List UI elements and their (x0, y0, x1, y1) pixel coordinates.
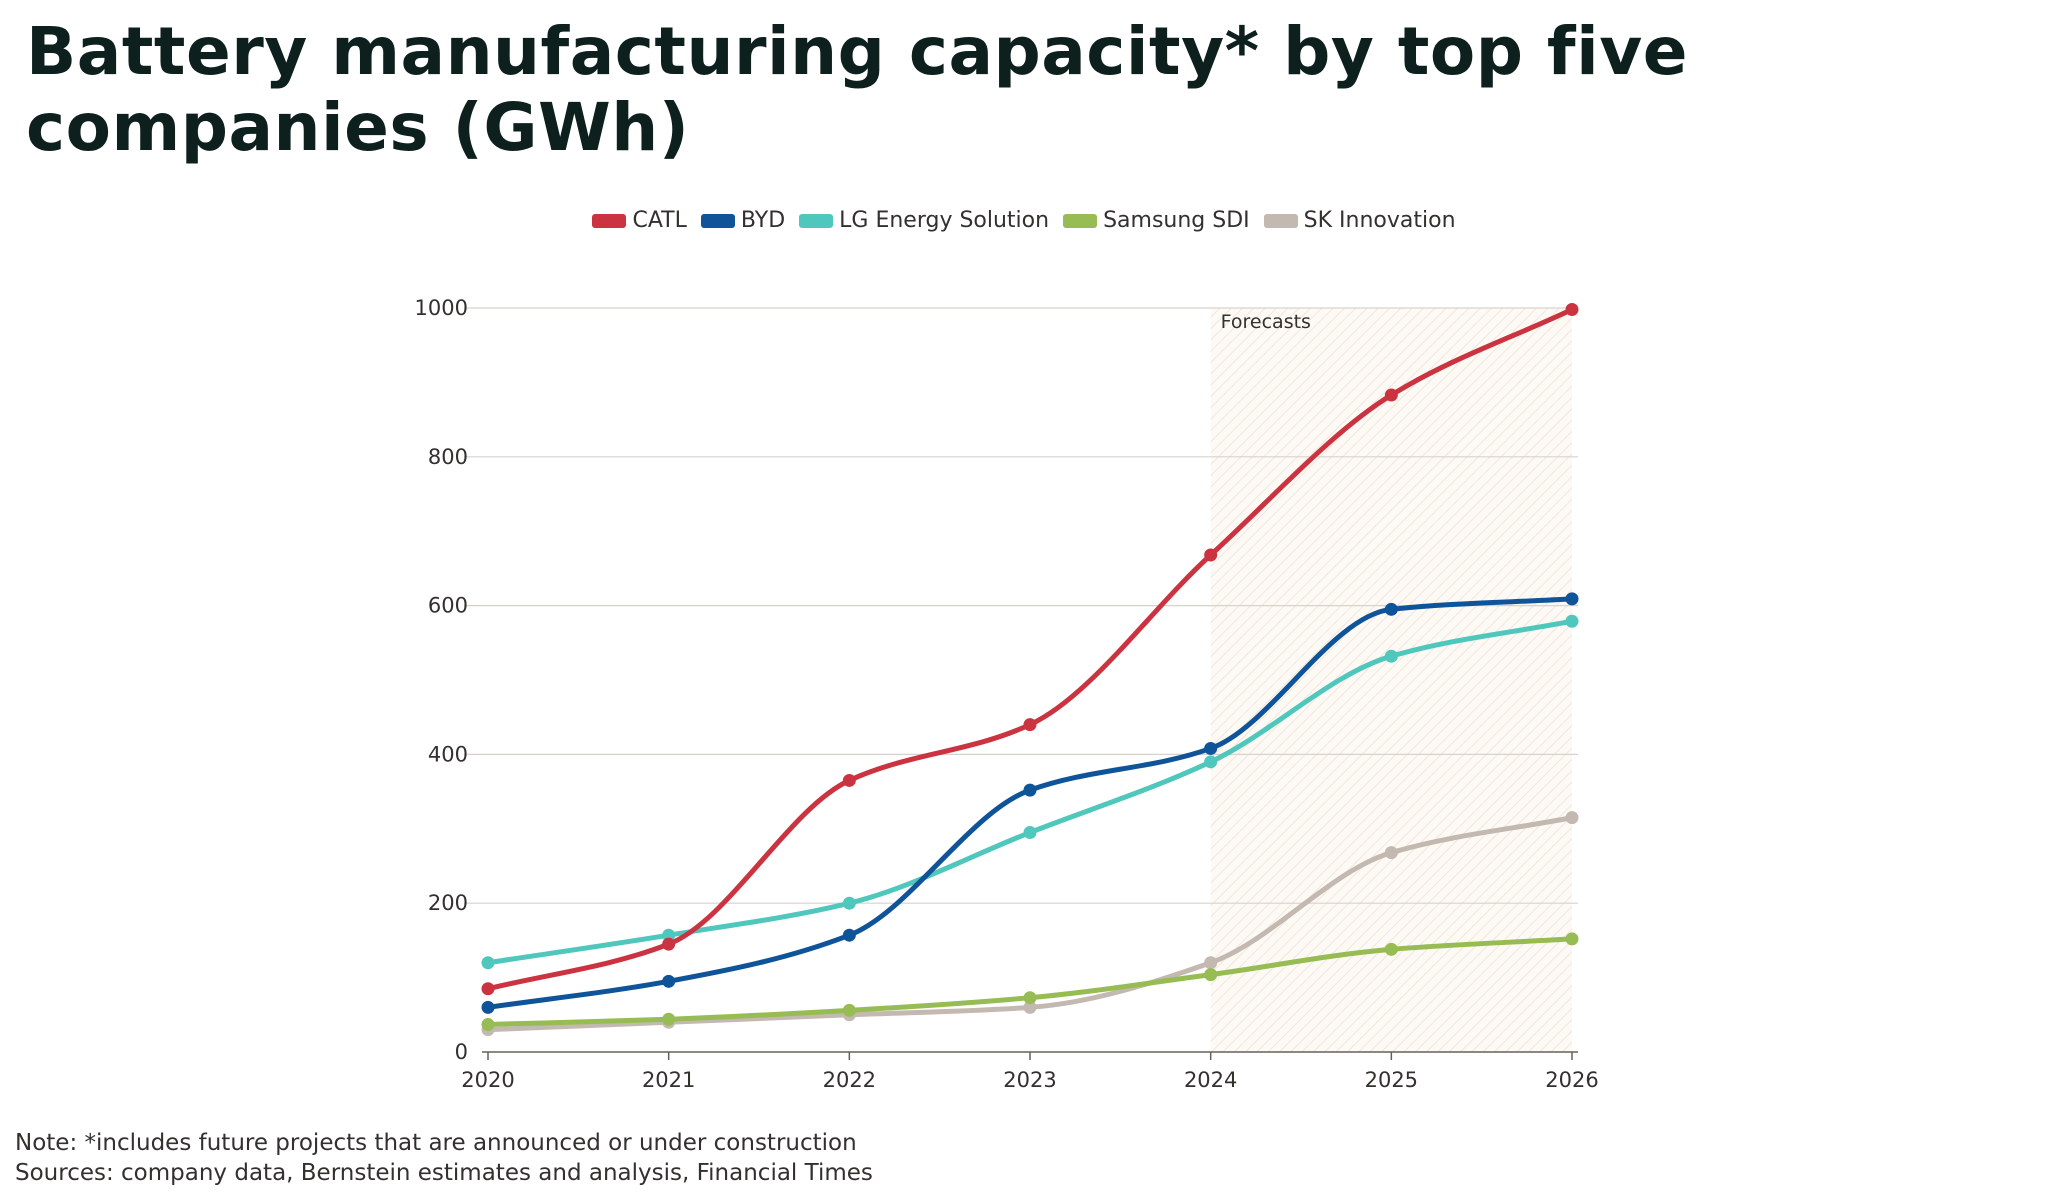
chart-legend: CATL BYD LG Energy Solution Samsung SDI SK I… (0, 208, 2048, 233)
data-point-catl-2022 (842, 773, 856, 787)
series-samsung-sdi (481, 932, 1579, 1031)
legend-label: BYD (740, 208, 786, 233)
y-tick-label: 400 (428, 742, 468, 766)
data-point-catl-2023 (1023, 718, 1037, 732)
data-point-samsung-sdi-2024 (1204, 968, 1218, 982)
y-tick-label: 0 (455, 1040, 468, 1064)
chart-footer: Note: *includes future projects that are… (15, 1128, 873, 1188)
data-point-sk-innovation-2024 (1204, 956, 1218, 970)
data-point-samsung-sdi-2020 (481, 1017, 495, 1031)
data-point-byd-2024 (1204, 741, 1218, 755)
series-catl (481, 302, 1579, 996)
data-point-byd-2022 (842, 928, 856, 942)
legend-item-byd: BYD (700, 208, 786, 233)
legend-item-sk-innovation: SK Innovation (1263, 208, 1456, 233)
forecast-label: Forecasts (1221, 311, 1311, 333)
legend-label: Samsung SDI (1103, 208, 1250, 233)
data-point-sk-innovation-2026 (1565, 811, 1579, 825)
data-point-lg-energy-solution-2026 (1565, 614, 1579, 628)
data-point-lg-energy-solution-2024 (1204, 755, 1218, 769)
legend-label: CATL (632, 208, 687, 233)
data-point-lg-energy-solution-2023 (1023, 826, 1037, 840)
data-point-samsung-sdi-2022 (842, 1003, 856, 1017)
y-tick-label: 600 (428, 594, 468, 618)
data-point-catl-2024 (1204, 548, 1218, 562)
data-point-byd-2023 (1023, 783, 1037, 797)
data-point-byd-2025 (1384, 602, 1398, 616)
series-byd (481, 592, 1579, 1014)
legend-swatch (592, 213, 627, 228)
data-point-lg-energy-solution-2025 (1384, 649, 1398, 663)
series-lg-energy-solution (481, 614, 1579, 970)
data-point-sk-innovation-2025 (1384, 846, 1398, 860)
x-tick-label: 2023 (1003, 1068, 1056, 1092)
legend-label: SK Innovation (1303, 208, 1456, 233)
data-point-catl-2026 (1565, 302, 1579, 316)
x-tick-label: 2025 (1365, 1068, 1418, 1092)
data-point-byd-2026 (1565, 592, 1579, 606)
legend-item-samsung-sdi: Samsung SDI (1063, 208, 1250, 233)
chart-note: Note: *includes future projects that are… (15, 1130, 857, 1156)
data-point-lg-energy-solution-2022 (842, 896, 856, 910)
y-tick-label: 1000 (415, 296, 468, 320)
data-point-byd-2021 (662, 974, 676, 988)
legend-swatch (1263, 213, 1298, 228)
x-tick-label: 2022 (823, 1068, 876, 1092)
chart-title: Battery manufacturing capacity* by top f… (26, 13, 1689, 166)
legend-item-catl: CATL (592, 208, 687, 233)
x-tick-label: 2020 (461, 1068, 514, 1092)
data-point-sk-innovation-2023 (1023, 1000, 1037, 1014)
legend-item-lg-energy-solution: LG Energy Solution (799, 208, 1049, 233)
x-tick-label: 2026 (1545, 1068, 1598, 1092)
data-point-catl-2025 (1384, 388, 1398, 402)
x-tick-label: 2024 (1184, 1068, 1237, 1092)
legend-swatch (700, 213, 735, 228)
data-point-samsung-sdi-2021 (662, 1012, 676, 1026)
data-point-catl-2021 (662, 937, 676, 951)
y-tick-label: 800 (428, 445, 468, 469)
data-point-lg-energy-solution-2021 (662, 928, 676, 942)
x-tick-label: 2021 (642, 1068, 695, 1092)
data-point-samsung-sdi-2025 (1384, 942, 1398, 956)
data-point-catl-2020 (481, 982, 495, 996)
legend-swatch (799, 213, 834, 228)
data-point-samsung-sdi-2023 (1023, 991, 1037, 1005)
data-point-samsung-sdi-2026 (1565, 932, 1579, 946)
legend-label: LG Energy Solution (839, 208, 1050, 233)
legend-swatch (1063, 213, 1098, 228)
data-point-byd-2020 (481, 1000, 495, 1014)
data-point-lg-energy-solution-2020 (481, 956, 495, 970)
chart-sources: Sources: company data, Bernstein estimat… (15, 1160, 873, 1186)
y-tick-label: 200 (428, 891, 468, 915)
